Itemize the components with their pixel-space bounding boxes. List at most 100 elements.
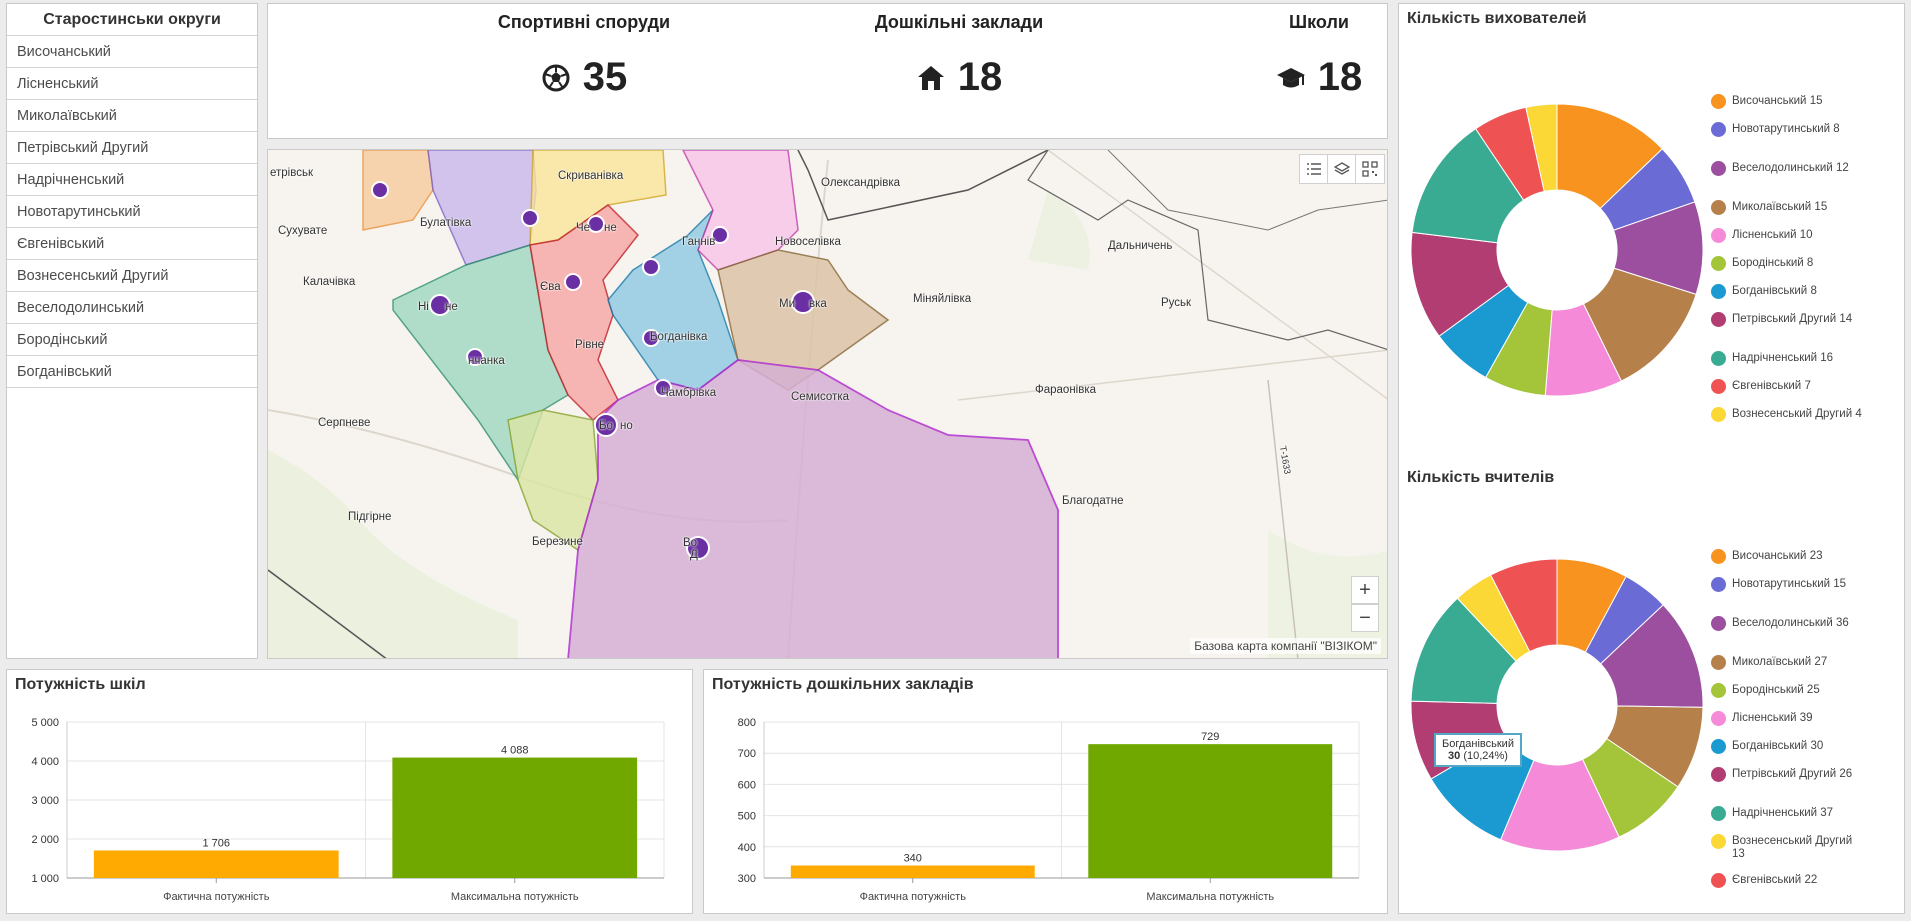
pie-slice[interactable] — [1525, 103, 1558, 192]
map-place-label: Руськ — [1161, 297, 1192, 309]
preschool-capacity-chart[interactable]: 300 400 500 600 700 800 340 Фактична потужність… — [704, 710, 1387, 910]
map-place-label: Сухувате — [278, 225, 328, 237]
legend-item[interactable]: Височанський 23 — [1711, 549, 1862, 564]
legend-label: Бородінський 8 — [1732, 256, 1862, 270]
indicator-label: Спортивні споруди — [497, 12, 671, 32]
map-place-label: Чамбрівка — [661, 387, 717, 399]
legend-item[interactable]: Вознесенський Другий 13 — [1711, 834, 1862, 861]
district-item[interactable]: Богданівський — [7, 356, 257, 388]
map-layers-button[interactable] — [1327, 154, 1357, 184]
legend-value: 23 — [1809, 550, 1823, 562]
zoom-out-button[interactable]: − — [1351, 604, 1379, 632]
pie-slice[interactable] — [1499, 758, 1620, 852]
legend-item[interactable]: Миколаївський 15 — [1711, 200, 1862, 215]
district-item[interactable]: Лісненський — [7, 68, 257, 100]
bar[interactable] — [392, 757, 638, 878]
legend-value: 7 — [1804, 380, 1811, 392]
district-item[interactable]: Веселодолинський — [7, 292, 257, 324]
legend-item[interactable]: Богданівський 30 — [1711, 739, 1862, 754]
legend-item[interactable]: Лісненський 39 — [1711, 711, 1862, 726]
district-item[interactable]: Новотарутинський — [7, 196, 257, 228]
bar[interactable] — [790, 865, 1035, 878]
legend-value: 13 — [1732, 848, 1745, 860]
school-capacity-panel: Потужність шкіл 1 000 2 000 3 000 4 000 5 00… — [6, 669, 693, 914]
map-legend-button[interactable] — [1299, 154, 1329, 184]
district-item[interactable]: Височанський — [7, 36, 257, 68]
indicator-preschool: Дошкільні заклади 18 — [809, 4, 1109, 100]
zoom-in-button[interactable]: + — [1351, 576, 1379, 604]
x-tick-label: Фактична потужність — [163, 891, 270, 903]
y-tick-label: 1 000 — [31, 873, 59, 885]
district-item[interactable]: Бородінський — [7, 324, 257, 356]
district-item[interactable]: Надрічненський — [7, 164, 257, 196]
legend-color-dot — [1711, 577, 1726, 592]
legend-item[interactable]: Надрічненський 37 — [1711, 806, 1862, 821]
legend-name: Височанський — [1732, 95, 1807, 107]
y-tick-label: 800 — [738, 717, 756, 729]
legend-item[interactable]: Бородінський 8 — [1711, 256, 1862, 271]
district-item[interactable]: Вознесенський Другий — [7, 260, 257, 292]
pie-educators-chart[interactable] — [1407, 100, 1707, 400]
legend-item[interactable]: Євгенівський 7 — [1711, 379, 1862, 394]
legend-value: 22 — [1804, 874, 1818, 886]
indicator-sports: Спортивні споруди 35 — [434, 4, 734, 100]
map-place-label: Семисотка — [791, 391, 849, 403]
legend-value: 36 — [1835, 617, 1849, 629]
pie-slice[interactable] — [1489, 558, 1558, 653]
indicator-value: 18 — [957, 55, 1003, 99]
school-capacity-chart[interactable]: 1 000 2 000 3 000 4 000 5 000 1 706 Фактична п… — [7, 710, 692, 910]
legend-label: Вознесенський Другий 4 — [1732, 407, 1862, 421]
map-view[interactable]: етрівськ Скриванівка Олександрівка Сухувате… — [267, 149, 1388, 659]
legend-item[interactable]: Бородінський 25 — [1711, 683, 1862, 698]
legend-item[interactable]: Євгенівський 22 — [1711, 873, 1862, 888]
legend-item[interactable]: Веселодолинський 36 — [1711, 616, 1862, 631]
legend-color-dot — [1711, 739, 1726, 754]
map-qr-button[interactable] — [1355, 154, 1385, 184]
legend-item[interactable]: Веселодолинський 12 — [1711, 161, 1862, 176]
pie-slice[interactable] — [1411, 128, 1525, 244]
map-basemap[interactable] — [268, 150, 1388, 659]
legend-color-dot — [1711, 161, 1726, 176]
legend-color-dot — [1711, 94, 1726, 109]
legend-item[interactable]: Новотарутинський 8 — [1711, 122, 1862, 137]
legend-label: Веселодолинський 12 — [1732, 161, 1862, 175]
legend-item[interactable]: Надрічненський 16 — [1711, 351, 1862, 366]
bar[interactable] — [93, 850, 339, 878]
legend-item[interactable]: Лісненський 10 — [1711, 228, 1862, 243]
legend-item[interactable]: Вознесенський Другий 4 — [1711, 407, 1862, 422]
legend-label: Надрічненський 16 — [1732, 351, 1862, 365]
legend-value: 26 — [1839, 768, 1853, 780]
district-item[interactable]: Євгенівський — [7, 228, 257, 260]
map-place-label: Скриванівка — [558, 170, 624, 182]
legend-label: Богданівський 8 — [1732, 284, 1862, 298]
pie-teachers-chart[interactable] — [1407, 555, 1707, 855]
legend-color-dot — [1711, 200, 1726, 215]
legend-item[interactable]: Богданівський 8 — [1711, 284, 1862, 299]
map-attribution: Базова карта компанії "ВІЗІКОМ" — [1190, 638, 1381, 654]
legend-label: Новотарутинський 8 — [1732, 122, 1862, 136]
legend-item[interactable]: Височанський 15 — [1711, 94, 1862, 109]
legend-item[interactable]: Петрівський Другий 26 — [1711, 767, 1862, 782]
map-place-label: Березине — [532, 536, 583, 548]
legend-item[interactable]: Миколаївський 27 — [1711, 655, 1862, 670]
legend-name: Веселодолинський — [1732, 162, 1833, 174]
legend-item[interactable]: Новотарутинський 15 — [1711, 577, 1862, 592]
map-place-label: Калачівка — [303, 276, 356, 288]
district-item[interactable]: Миколаївський — [7, 100, 257, 132]
legend-label: Височанський 15 — [1732, 94, 1862, 108]
bar[interactable] — [1088, 744, 1333, 878]
legend-color-dot — [1711, 228, 1726, 243]
legend-value: 27 — [1814, 656, 1828, 668]
legend-name: Новотарутинський — [1732, 123, 1831, 135]
map-place-label: етрівськ — [270, 167, 313, 179]
pie-educators-title: Кількість вихователей — [1407, 10, 1587, 27]
legend-value: 25 — [1806, 684, 1820, 696]
map-place-label: Серпневе — [318, 417, 371, 429]
indicator-value: 35 — [582, 55, 628, 99]
district-item[interactable]: Петрівський Другий — [7, 132, 257, 164]
legend-item[interactable]: Петрівський Другий 14 — [1711, 312, 1862, 327]
tooltip-value: 30 — [1448, 750, 1461, 762]
indicator-schools: Школи 18 — [1169, 4, 1469, 100]
y-tick-label: 600 — [738, 779, 756, 791]
map-place-label: Благодатне — [1062, 495, 1124, 507]
